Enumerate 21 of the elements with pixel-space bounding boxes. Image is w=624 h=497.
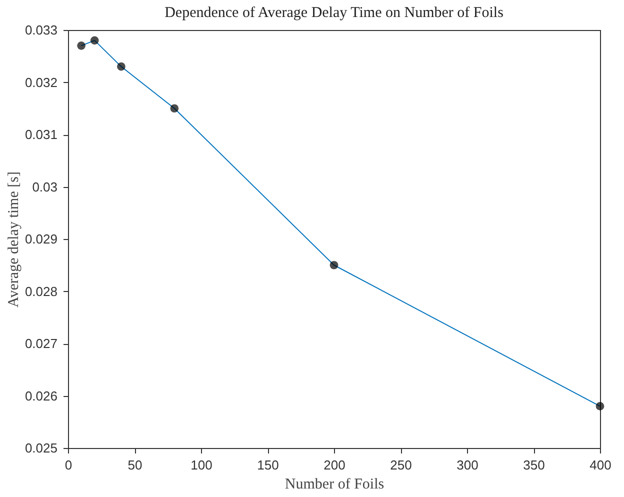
x-tick-label: 50	[128, 458, 142, 472]
x-tick-label: 0	[64, 458, 72, 472]
x-tick-label: 100	[190, 458, 212, 472]
x-tick-label: 250	[390, 458, 412, 472]
y-tick-label: 0.029	[24, 232, 58, 246]
chart-title: Dependence of Average Delay Time on Number of Foils	[164, 5, 504, 21]
y-tick-label: 0.032	[24, 74, 58, 90]
y-tick-label: 0.03	[32, 179, 58, 194]
y-tick-label: 0.033	[24, 22, 58, 38]
x-axis-title: Number of Foils	[284, 476, 384, 492]
x-tick-label: 300	[456, 458, 478, 472]
y-tick-label: 0.031	[24, 127, 58, 142]
x-tick-label: 400	[590, 458, 612, 472]
y-tick-label: 0.025	[24, 440, 58, 456]
x-tick-label: 150	[257, 458, 279, 472]
x-tick-label: 200	[324, 458, 346, 472]
y-tick-label: 0.028	[24, 284, 58, 299]
x-tick-label: 350	[523, 458, 545, 472]
y-axis-title: Average delay time [s]	[6, 172, 22, 308]
y-tick-label: 0.026	[24, 388, 58, 404]
y-tick-label: 0.027	[24, 336, 58, 351]
